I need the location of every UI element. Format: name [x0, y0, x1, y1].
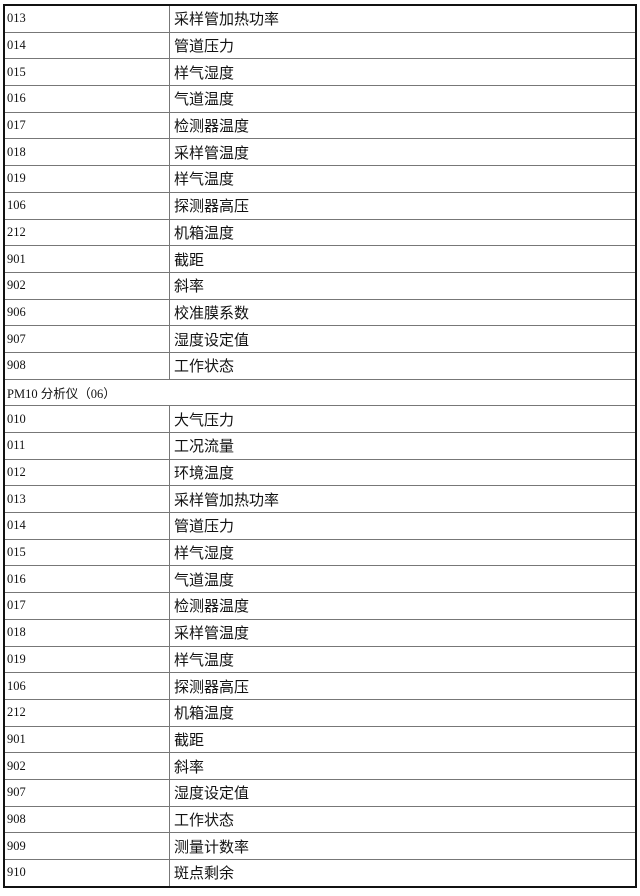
table-row: 017 检测器温度: [3, 592, 637, 620]
parameter-code: 015: [3, 58, 170, 87]
section-header-row: PM10 分析仪（06）: [3, 378, 637, 407]
parameter-name: 测量计数率: [169, 832, 637, 860]
section-title: PM10 分析仪（06）: [3, 378, 637, 407]
table-row: 010 大气压力: [3, 405, 637, 433]
parameter-code: 106: [3, 191, 170, 220]
table-row: 106 探测器高压: [3, 191, 637, 220]
table-row: 907 湿度设定值: [3, 325, 637, 353]
table-row: 106 探测器高压: [3, 672, 637, 700]
table-row: 212 机箱温度: [3, 218, 637, 247]
table-row: 018 采样管温度: [3, 138, 637, 167]
parameter-code: 907: [3, 325, 170, 353]
parameter-code: 015: [3, 538, 170, 567]
parameter-name: 管道压力: [169, 512, 637, 540]
table-row: 014 管道压力: [3, 31, 637, 60]
parameter-name: 样气湿度: [169, 538, 637, 567]
parameter-name: 管道压力: [169, 31, 637, 60]
parameter-code: 017: [3, 592, 170, 620]
table-row: 011 工况流量: [3, 432, 637, 460]
parameter-code: 011: [3, 432, 170, 460]
table-row: 902 斜率: [3, 752, 637, 780]
parameter-code-table: 013 采样管加热功率 014 管道压力 015 样气湿度 016 气道温度 017 检测器温度 0…: [3, 4, 637, 888]
parameter-code: 910: [3, 858, 170, 888]
table-row: 019 样气温度: [3, 645, 637, 674]
parameter-name: 采样管温度: [169, 138, 637, 167]
parameter-name: 探测器高压: [169, 191, 637, 220]
parameter-code: 018: [3, 618, 170, 647]
parameter-code: 902: [3, 752, 170, 780]
parameter-name: 样气温度: [169, 165, 637, 193]
parameter-code: 902: [3, 271, 170, 300]
parameter-name: 斜率: [169, 752, 637, 780]
parameter-code: 901: [3, 245, 170, 273]
parameter-code: 014: [3, 512, 170, 540]
parameter-code: 014: [3, 31, 170, 60]
parameter-name: 机箱温度: [169, 218, 637, 247]
table-row: 013 采样管加热功率: [3, 485, 637, 514]
parameter-code: 012: [3, 458, 170, 487]
parameter-name: 湿度设定值: [169, 325, 637, 353]
parameter-code: 013: [3, 485, 170, 514]
table-row: 907 湿度设定值: [3, 778, 637, 807]
parameter-name: 工作状态: [169, 351, 637, 380]
parameter-code: 906: [3, 298, 170, 327]
parameter-name: 工况流量: [169, 432, 637, 460]
parameter-name: 工作状态: [169, 805, 637, 834]
parameter-name: 截距: [169, 725, 637, 754]
parameter-code: 016: [3, 85, 170, 113]
parameter-code: 013: [3, 4, 170, 33]
parameter-code: 019: [3, 165, 170, 193]
parameter-name: 截距: [169, 245, 637, 273]
parameter-name: 大气压力: [169, 405, 637, 433]
parameter-name: 校准膜系数: [169, 298, 637, 327]
table-row: 015 样气湿度: [3, 58, 637, 87]
parameter-name: 样气湿度: [169, 58, 637, 87]
table-row: 014 管道压力: [3, 512, 637, 540]
table-row: 901 截距: [3, 725, 637, 754]
parameter-code: 909: [3, 832, 170, 860]
table-row: 908 工作状态: [3, 805, 637, 834]
parameter-name: 采样管加热功率: [169, 4, 637, 33]
parameter-code: 016: [3, 565, 170, 594]
parameter-name: 检测器温度: [169, 592, 637, 620]
parameter-code: 212: [3, 698, 170, 727]
parameter-code: 017: [3, 111, 170, 140]
parameter-name: 斜率: [169, 271, 637, 300]
parameter-name: 采样管温度: [169, 618, 637, 647]
table-row: 908 工作状态: [3, 351, 637, 380]
table-row: 901 截距: [3, 245, 637, 273]
parameter-name: 探测器高压: [169, 672, 637, 700]
parameter-code: 908: [3, 805, 170, 834]
parameter-name: 检测器温度: [169, 111, 637, 140]
parameter-code: 018: [3, 138, 170, 167]
table-row: 015 样气湿度: [3, 538, 637, 567]
parameter-code: 106: [3, 672, 170, 700]
parameter-code: 907: [3, 778, 170, 807]
table-row: 012 环境温度: [3, 458, 637, 487]
table-row: 902 斜率: [3, 271, 637, 300]
table-row: 910 斑点剩余: [3, 858, 637, 888]
table-row: 018 采样管温度: [3, 618, 637, 647]
table-row: 017 检测器温度: [3, 111, 637, 140]
parameter-code: 901: [3, 725, 170, 754]
table-row: 016 气道温度: [3, 565, 637, 594]
parameter-name: 样气温度: [169, 645, 637, 674]
parameter-name: 机箱温度: [169, 698, 637, 727]
parameter-name: 气道温度: [169, 85, 637, 113]
table-row: 909 测量计数率: [3, 832, 637, 860]
table-row: 019 样气温度: [3, 165, 637, 193]
parameter-name: 气道温度: [169, 565, 637, 594]
table-row: 013 采样管加热功率: [3, 4, 637, 33]
table-row: 212 机箱温度: [3, 698, 637, 727]
parameter-name: 斑点剩余: [169, 858, 637, 888]
parameter-name: 湿度设定值: [169, 778, 637, 807]
table-row: 906 校准膜系数: [3, 298, 637, 327]
parameter-code: 212: [3, 218, 170, 247]
parameter-code: 010: [3, 405, 170, 433]
parameter-code: 019: [3, 645, 170, 674]
parameter-code: 908: [3, 351, 170, 380]
table-row: 016 气道温度: [3, 85, 637, 113]
parameter-name: 采样管加热功率: [169, 485, 637, 514]
parameter-name: 环境温度: [169, 458, 637, 487]
